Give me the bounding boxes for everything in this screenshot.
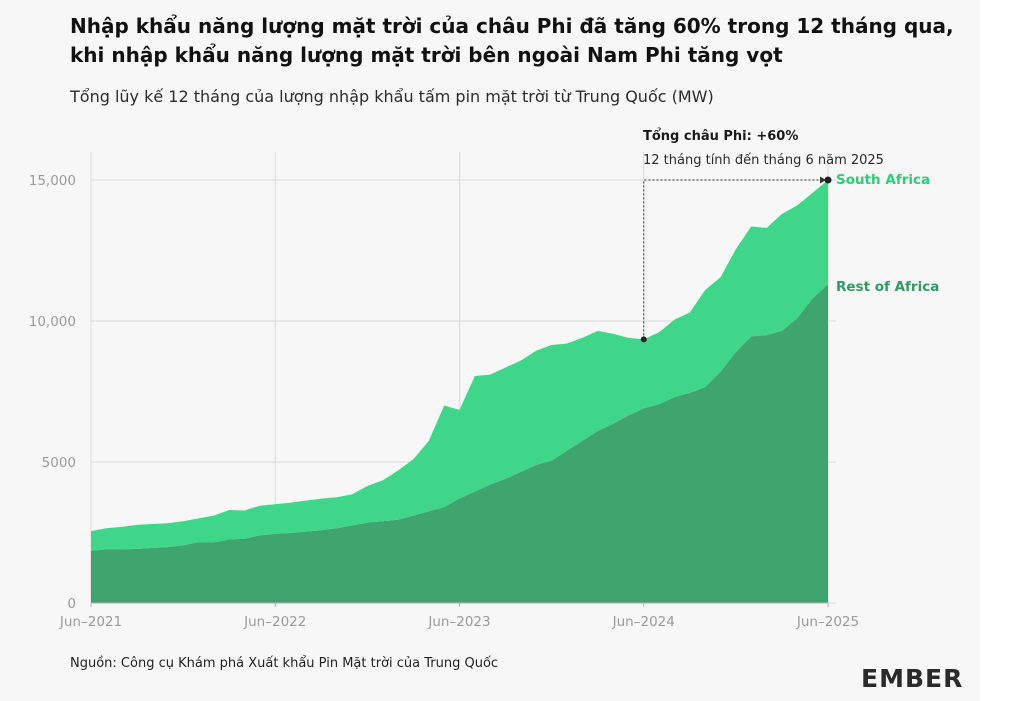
- x-tick-label: Jun–2025: [796, 614, 859, 630]
- y-tick-label: 10,000: [29, 314, 76, 330]
- area-south-africa: [91, 180, 828, 551]
- series-label-south-africa: South Africa: [836, 172, 930, 188]
- x-tick-label: Jun–2024: [612, 614, 675, 630]
- y-tick-label: 5000: [42, 455, 76, 471]
- series-labels: South Africa Rest of Africa: [836, 172, 939, 295]
- y-tick-label: 15,000: [29, 173, 76, 189]
- ember-logo: EMBER: [861, 664, 964, 693]
- annotation-subtext: 12 tháng tính đến tháng 6 năm 2025: [643, 153, 884, 168]
- annotation-start-point: [640, 336, 647, 343]
- annotation-connector: [643, 179, 822, 340]
- annotation: Tổng châu Phi: +60% 12 tháng tính đến th…: [640, 128, 884, 343]
- area-chart: Tổng châu Phi: +60% 12 tháng tính đến th…: [29, 128, 940, 630]
- chart-title: Nhập khẩu năng lượng mặt trời của châu P…: [70, 14, 954, 67]
- x-tick-label: Jun–2023: [427, 614, 490, 630]
- annotation-arrowhead: [820, 176, 826, 184]
- area-series: [91, 180, 828, 603]
- chart-subtitle: Tổng lũy kế 12 tháng của lượng nhập khẩu…: [70, 87, 714, 106]
- series-label-rest-of-africa: Rest of Africa: [836, 279, 939, 295]
- area-rest-of-africa: [91, 284, 828, 603]
- x-tick-label: Jun–2022: [243, 614, 306, 630]
- source-note: Nguồn: Công cụ Khám phá Xuất khẩu Pin Mặ…: [70, 656, 499, 671]
- axes: 0 5000 10,000 15,000 Jun–2021 Jun–2022 Jun–202…: [29, 173, 859, 630]
- annotation-end-point: [824, 176, 832, 184]
- y-tick-label: 0: [67, 596, 76, 612]
- x-tick-label: Jun–2021: [59, 614, 122, 630]
- annotation-title: Tổng châu Phi: +60%: [643, 128, 798, 144]
